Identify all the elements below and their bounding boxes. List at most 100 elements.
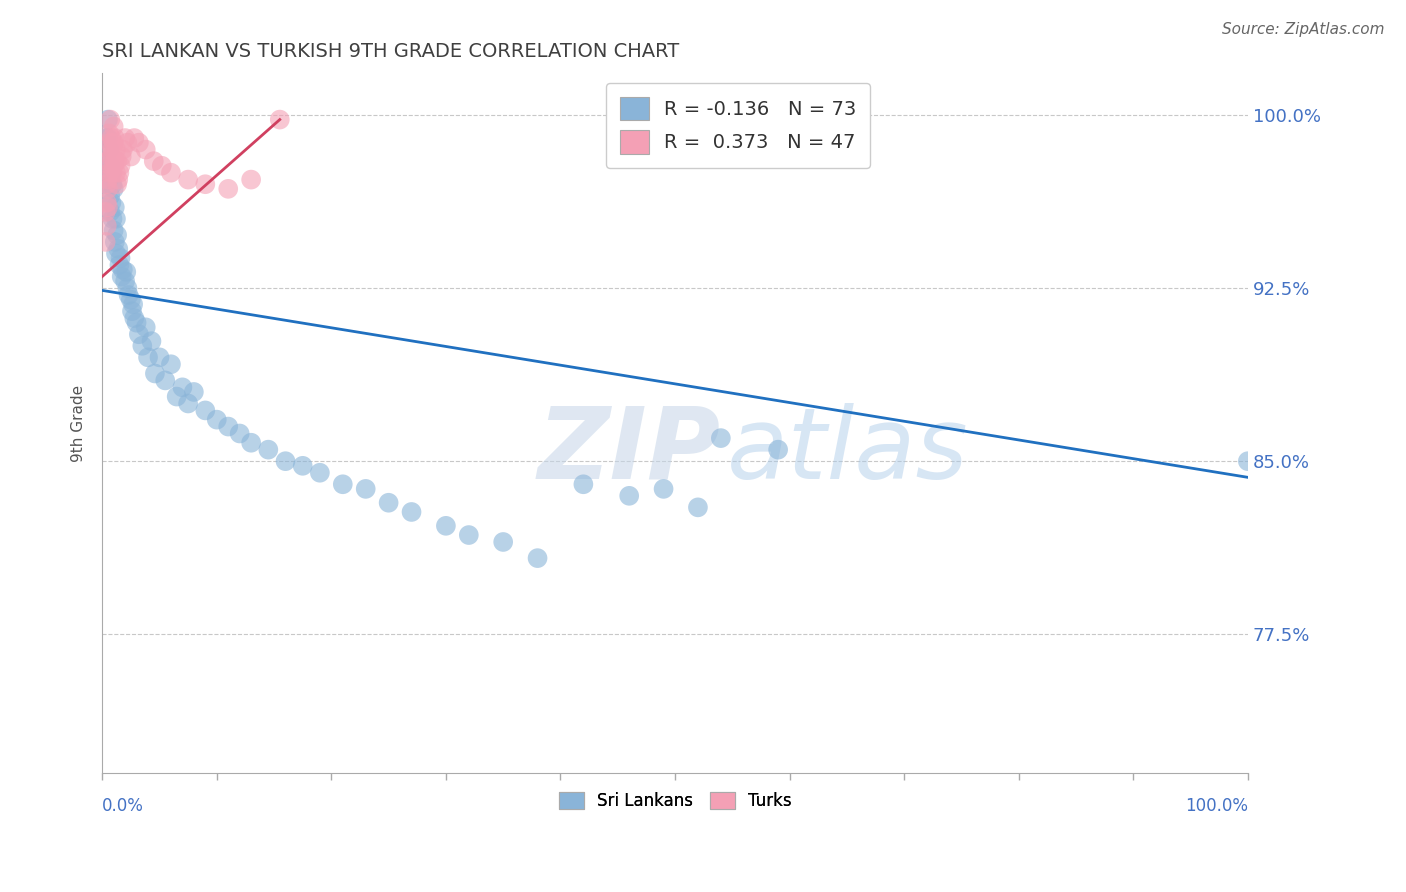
Point bbox=[105, 227, 128, 242]
Point bbox=[97, 112, 120, 127]
Point bbox=[148, 351, 170, 365]
Point bbox=[104, 166, 127, 180]
Point bbox=[274, 454, 297, 468]
Point bbox=[103, 136, 125, 150]
Point bbox=[526, 551, 548, 566]
Point bbox=[97, 182, 120, 196]
Point bbox=[686, 500, 709, 515]
Point bbox=[105, 178, 128, 192]
Point bbox=[101, 166, 124, 180]
Point bbox=[111, 262, 134, 277]
Point bbox=[96, 154, 118, 169]
Point bbox=[98, 143, 121, 157]
Point bbox=[101, 178, 124, 192]
Point bbox=[103, 182, 125, 196]
Point bbox=[97, 154, 120, 169]
Point bbox=[115, 265, 138, 279]
Point bbox=[652, 482, 675, 496]
Point bbox=[105, 154, 128, 169]
Point bbox=[104, 143, 127, 157]
Point bbox=[120, 293, 142, 307]
Point bbox=[240, 435, 263, 450]
Point bbox=[492, 535, 515, 549]
Point bbox=[98, 159, 121, 173]
Point bbox=[332, 477, 354, 491]
Point bbox=[100, 131, 122, 145]
Point bbox=[108, 258, 131, 272]
Point bbox=[155, 373, 177, 387]
Point bbox=[98, 159, 121, 173]
Point bbox=[135, 143, 157, 157]
Text: 100.0%: 100.0% bbox=[1185, 797, 1249, 815]
Point bbox=[257, 442, 280, 457]
Point bbox=[103, 159, 125, 173]
Point bbox=[111, 143, 134, 157]
Point bbox=[122, 297, 145, 311]
Point bbox=[309, 466, 332, 480]
Point bbox=[217, 419, 239, 434]
Point bbox=[125, 316, 148, 330]
Point bbox=[710, 431, 733, 445]
Point bbox=[177, 396, 200, 410]
Point bbox=[98, 166, 121, 180]
Point bbox=[131, 339, 153, 353]
Point bbox=[217, 182, 239, 196]
Point bbox=[240, 172, 263, 186]
Point bbox=[128, 136, 150, 150]
Point bbox=[100, 166, 122, 180]
Text: SRI LANKAN VS TURKISH 9TH GRADE CORRELATION CHART: SRI LANKAN VS TURKISH 9TH GRADE CORRELAT… bbox=[103, 42, 679, 61]
Point bbox=[136, 351, 159, 365]
Text: atlas: atlas bbox=[727, 402, 969, 500]
Point bbox=[117, 288, 139, 302]
Point bbox=[96, 178, 118, 192]
Point bbox=[98, 172, 121, 186]
Point bbox=[101, 211, 124, 226]
Point bbox=[141, 334, 163, 348]
Point bbox=[100, 149, 122, 163]
Point bbox=[98, 205, 121, 219]
Point bbox=[103, 223, 125, 237]
Point bbox=[111, 149, 134, 163]
Point bbox=[98, 112, 121, 127]
Point bbox=[128, 327, 150, 342]
Point bbox=[269, 112, 291, 127]
Point bbox=[104, 246, 127, 260]
Point bbox=[160, 166, 183, 180]
Point bbox=[97, 166, 120, 180]
Point bbox=[120, 149, 142, 163]
Text: 0.0%: 0.0% bbox=[103, 797, 143, 815]
Point bbox=[228, 426, 250, 441]
Point bbox=[434, 518, 457, 533]
Point bbox=[104, 131, 127, 145]
Point bbox=[96, 178, 118, 192]
Point bbox=[110, 159, 132, 173]
Point bbox=[143, 367, 166, 381]
Point bbox=[457, 528, 479, 542]
Point bbox=[124, 311, 146, 326]
Point bbox=[150, 159, 173, 173]
Legend: Sri Lankans, Turks: Sri Lankans, Turks bbox=[553, 785, 799, 817]
Y-axis label: 9th Grade: 9th Grade bbox=[72, 384, 86, 462]
Point bbox=[107, 172, 129, 186]
Point bbox=[117, 281, 139, 295]
Point bbox=[401, 505, 423, 519]
Point bbox=[97, 200, 120, 214]
Point bbox=[94, 205, 117, 219]
Text: ZIP: ZIP bbox=[537, 402, 720, 500]
Point bbox=[100, 195, 122, 210]
Point bbox=[114, 131, 136, 145]
Point bbox=[98, 188, 121, 202]
Point bbox=[166, 390, 188, 404]
Point bbox=[194, 178, 217, 192]
Point bbox=[766, 442, 789, 457]
Point bbox=[96, 219, 118, 233]
Point bbox=[94, 235, 117, 249]
Point bbox=[96, 195, 118, 210]
Point bbox=[377, 496, 399, 510]
Point bbox=[108, 166, 131, 180]
Point bbox=[98, 127, 121, 141]
Point bbox=[98, 136, 121, 150]
Point bbox=[104, 200, 127, 214]
Point bbox=[104, 154, 127, 169]
Point bbox=[183, 384, 205, 399]
